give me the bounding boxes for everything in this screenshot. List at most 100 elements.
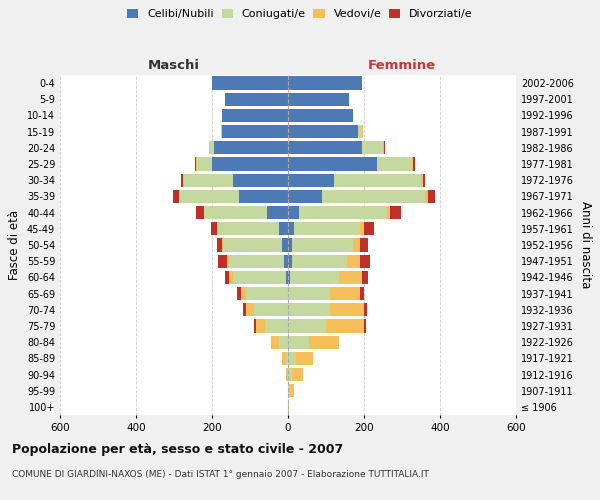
Bar — [299, 206, 387, 220]
Bar — [353, 238, 360, 252]
Bar — [267, 206, 288, 220]
Bar — [292, 254, 347, 268]
Bar — [326, 320, 364, 332]
Legend: Celibi/Nubili, Coniugati/e, Vedovi/e, Divorziati/e: Celibi/Nubili, Coniugati/e, Vedovi/e, Di… — [124, 6, 476, 22]
Bar — [197, 158, 212, 170]
Bar — [221, 109, 288, 122]
Bar — [362, 270, 368, 284]
Bar — [421, 174, 423, 187]
Text: Femmine: Femmine — [368, 59, 436, 72]
Bar — [218, 254, 227, 268]
Bar — [173, 190, 179, 203]
Bar — [425, 190, 428, 203]
Bar — [288, 125, 358, 138]
Bar — [214, 141, 288, 154]
Bar — [330, 287, 360, 300]
Bar — [412, 158, 413, 170]
Bar — [296, 352, 313, 365]
Bar — [196, 158, 197, 170]
Bar — [183, 174, 184, 187]
Bar — [195, 158, 196, 170]
Bar — [322, 190, 425, 203]
Text: Maschi: Maschi — [148, 59, 200, 72]
Bar — [288, 400, 289, 413]
Bar — [184, 174, 233, 187]
Bar — [288, 352, 296, 365]
Bar — [212, 76, 288, 90]
Bar — [288, 206, 299, 220]
Bar — [288, 190, 322, 203]
Bar — [358, 125, 362, 138]
Bar — [203, 206, 205, 220]
Bar — [210, 141, 214, 154]
Bar — [288, 303, 330, 316]
Bar — [288, 158, 377, 170]
Bar — [222, 238, 223, 252]
Bar — [288, 270, 290, 284]
Y-axis label: Fasce di età: Fasce di età — [8, 210, 21, 280]
Bar — [227, 254, 229, 268]
Bar — [290, 270, 340, 284]
Bar — [211, 222, 217, 235]
Bar — [278, 336, 288, 349]
Bar — [226, 92, 288, 106]
Bar — [288, 336, 309, 349]
Bar — [209, 141, 210, 154]
Bar — [180, 190, 239, 203]
Bar — [205, 206, 267, 220]
Bar — [292, 368, 303, 381]
Bar — [284, 254, 288, 268]
Bar — [290, 384, 294, 398]
Bar — [217, 222, 218, 235]
Bar — [256, 320, 265, 332]
Bar — [278, 222, 288, 235]
Bar — [254, 320, 256, 332]
Bar — [362, 125, 363, 138]
Bar — [428, 190, 436, 203]
Bar — [413, 158, 415, 170]
Bar — [292, 238, 353, 252]
Bar — [360, 254, 370, 268]
Bar — [226, 270, 229, 284]
Text: COMUNE DI GIARDINI-NAXOS (ME) - Dati ISTAT 1° gennaio 2007 - Elaborazione TUTTIT: COMUNE DI GIARDINI-NAXOS (ME) - Dati IST… — [12, 470, 429, 479]
Bar — [288, 141, 362, 154]
Bar — [286, 270, 288, 284]
Bar — [221, 125, 288, 138]
Bar — [233, 174, 288, 187]
Bar — [423, 174, 425, 187]
Bar — [181, 174, 183, 187]
Bar — [243, 303, 246, 316]
Bar — [360, 287, 364, 300]
Bar — [288, 254, 292, 268]
Bar — [218, 222, 278, 235]
Bar — [179, 190, 180, 203]
Bar — [229, 270, 233, 284]
Bar — [288, 287, 330, 300]
Bar — [283, 352, 286, 365]
Bar — [383, 141, 384, 154]
Bar — [340, 270, 362, 284]
Bar — [377, 158, 412, 170]
Bar — [387, 206, 390, 220]
Bar — [229, 254, 284, 268]
Bar — [288, 368, 292, 381]
Bar — [254, 303, 288, 316]
Bar — [288, 76, 362, 90]
Bar — [286, 368, 288, 381]
Bar — [288, 320, 326, 332]
Bar — [239, 190, 288, 203]
Text: Popolazione per età, sesso e stato civile - 2007: Popolazione per età, sesso e stato civil… — [12, 442, 343, 456]
Bar — [283, 238, 288, 252]
Bar — [362, 141, 383, 154]
Bar — [347, 254, 360, 268]
Bar — [288, 384, 290, 398]
Bar — [196, 206, 203, 220]
Y-axis label: Anni di nascita: Anni di nascita — [579, 202, 592, 288]
Bar — [223, 238, 283, 252]
Bar — [364, 222, 373, 235]
Bar — [265, 320, 288, 332]
Bar — [238, 287, 241, 300]
Bar — [288, 174, 334, 187]
Bar — [294, 222, 360, 235]
Bar — [212, 158, 288, 170]
